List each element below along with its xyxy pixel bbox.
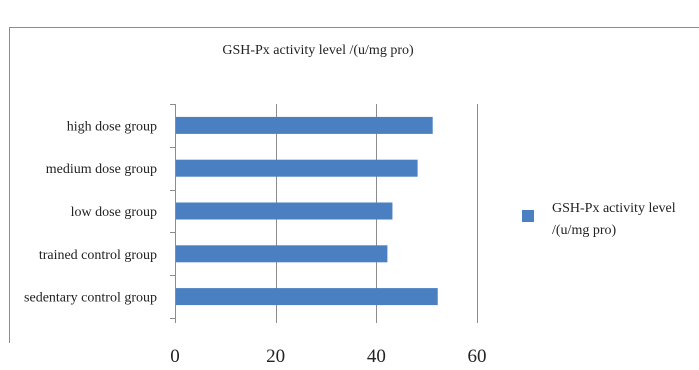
chart-title: GSH-Px activity level /(u/mg pro) bbox=[222, 43, 414, 58]
bars bbox=[176, 116, 438, 306]
bar bbox=[176, 245, 388, 263]
chart-frame-left bbox=[9, 27, 10, 343]
chart-frame-top bbox=[9, 27, 699, 28]
legend-label: GSH-Px activity level /(u/mg pro) bbox=[552, 201, 676, 238]
category-label: high dose group bbox=[67, 119, 157, 134]
legend-swatch bbox=[522, 210, 534, 222]
axes bbox=[170, 104, 478, 323]
bar bbox=[176, 288, 438, 306]
x-tick-label: 20 bbox=[266, 346, 285, 367]
category-label: medium dose group bbox=[46, 162, 157, 177]
category-label: trained control group bbox=[39, 248, 157, 263]
x-tick-label: 0 bbox=[170, 346, 180, 367]
x-tick-label: 60 bbox=[468, 346, 487, 367]
bar bbox=[176, 202, 393, 220]
axis-labels: 0 20 40 60 sedentary control group trained co… bbox=[24, 119, 486, 367]
bar bbox=[176, 159, 418, 177]
bar bbox=[176, 116, 433, 134]
category-label: sedentary control group bbox=[24, 291, 157, 306]
category-label: low dose group bbox=[71, 205, 157, 220]
x-tick-label: 40 bbox=[367, 346, 386, 367]
